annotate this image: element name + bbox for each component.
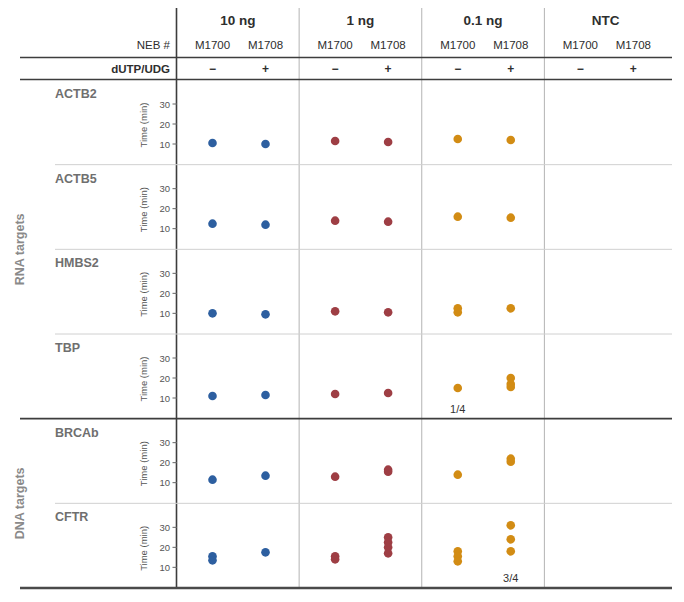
dutp-udg-sign: − bbox=[332, 62, 339, 76]
dutp-udg-sign: + bbox=[630, 62, 637, 76]
data-point bbox=[331, 472, 340, 481]
y-axis-label: Time (min) bbox=[138, 526, 149, 571]
data-point bbox=[384, 389, 393, 398]
dutp-udg-sign: − bbox=[577, 62, 584, 76]
y-tick-label: 10 bbox=[159, 139, 170, 150]
target-label: ACTB2 bbox=[55, 87, 97, 101]
y-axis-label: Time (min) bbox=[138, 356, 149, 401]
sub-col-label: M1700 bbox=[195, 39, 230, 51]
data-point bbox=[453, 212, 462, 221]
sub-col-label: M1708 bbox=[371, 39, 406, 51]
target-label: CFTR bbox=[55, 510, 88, 524]
target-label: ACTB5 bbox=[55, 172, 97, 186]
y-axis-label: Time (min) bbox=[138, 441, 149, 486]
data-point bbox=[208, 392, 217, 401]
data-point bbox=[261, 220, 270, 229]
dot-plot-figure: 10 ng M1700 − M1708 +1 ng M1700 − M1708 +0.1 ng M… bbox=[0, 0, 684, 602]
data-point bbox=[384, 217, 393, 226]
y-tick-label: 30 bbox=[159, 99, 170, 110]
data-point bbox=[331, 307, 340, 316]
data-point bbox=[453, 308, 462, 317]
data-point bbox=[261, 391, 270, 400]
sub-col-label: M1708 bbox=[493, 39, 528, 51]
dutp-udg-sign: − bbox=[209, 62, 216, 76]
data-point bbox=[506, 304, 515, 313]
data-point bbox=[506, 136, 515, 145]
data-point bbox=[384, 549, 393, 558]
target-label: BRCAb bbox=[55, 426, 99, 440]
cell-note: 3/4 bbox=[503, 572, 518, 584]
row-group-label: RNA targets bbox=[13, 213, 27, 285]
dutp-row-label: dUTP/UDG bbox=[111, 63, 170, 75]
data-point bbox=[506, 457, 515, 466]
data-point bbox=[384, 308, 393, 317]
data-point bbox=[384, 467, 393, 476]
y-axis-label: Time (min) bbox=[138, 272, 149, 317]
dutp-udg-sign: − bbox=[454, 62, 461, 76]
y-tick-label: 30 bbox=[159, 437, 170, 448]
data-point bbox=[208, 309, 217, 318]
data-point bbox=[384, 138, 393, 147]
col-group-label: NTC bbox=[592, 13, 620, 28]
y-tick-label: 10 bbox=[159, 477, 170, 488]
figure-canvas: 10 ng M1700 − M1708 +1 ng M1700 − M1708 +0.1 ng M… bbox=[0, 0, 684, 602]
cell-note: 1/4 bbox=[450, 403, 465, 415]
y-tick-label: 20 bbox=[159, 373, 170, 384]
y-tick-label: 30 bbox=[159, 268, 170, 279]
data-point bbox=[208, 219, 217, 228]
dutp-udg-sign: + bbox=[262, 62, 269, 76]
y-tick-label: 30 bbox=[159, 183, 170, 194]
data-point bbox=[506, 521, 515, 530]
data-point bbox=[261, 471, 270, 480]
y-tick-label: 20 bbox=[159, 542, 170, 553]
col-group-label: 1 ng bbox=[347, 13, 375, 28]
sub-col-label: M1708 bbox=[616, 39, 651, 51]
data-point bbox=[506, 535, 515, 544]
sub-col-label: M1700 bbox=[318, 39, 353, 51]
y-tick-label: 20 bbox=[159, 288, 170, 299]
data-point bbox=[261, 140, 270, 149]
row-group-label: DNA targets bbox=[13, 467, 27, 539]
neb-row-label: NEB # bbox=[137, 39, 171, 51]
data-point bbox=[506, 547, 515, 556]
data-point bbox=[506, 213, 515, 222]
dutp-udg-sign: + bbox=[507, 62, 514, 76]
sub-col-label: M1700 bbox=[563, 39, 598, 51]
data-point bbox=[331, 390, 340, 399]
col-group-label: 0.1 ng bbox=[464, 13, 503, 28]
data-point bbox=[331, 137, 340, 146]
data-point bbox=[331, 555, 340, 564]
y-tick-label: 10 bbox=[159, 308, 170, 319]
data-point bbox=[453, 470, 462, 479]
sub-col-label: M1700 bbox=[440, 39, 475, 51]
y-tick-label: 20 bbox=[159, 457, 170, 468]
data-point bbox=[208, 139, 217, 148]
data-point bbox=[208, 475, 217, 484]
data-point bbox=[261, 548, 270, 557]
sub-col-label: M1708 bbox=[248, 39, 283, 51]
data-point bbox=[453, 557, 462, 566]
y-tick-label: 20 bbox=[159, 203, 170, 214]
target-label: HMBS2 bbox=[55, 256, 99, 270]
y-tick-label: 30 bbox=[159, 353, 170, 364]
target-label: TBP bbox=[55, 341, 80, 355]
y-tick-label: 10 bbox=[159, 393, 170, 404]
data-point bbox=[453, 135, 462, 144]
y-axis-label: Time (min) bbox=[138, 102, 149, 147]
data-point bbox=[506, 383, 515, 392]
dutp-udg-sign: + bbox=[385, 62, 392, 76]
y-tick-label: 10 bbox=[159, 223, 170, 234]
data-point bbox=[331, 216, 340, 225]
y-tick-label: 20 bbox=[159, 119, 170, 130]
data-point bbox=[208, 556, 217, 565]
y-tick-label: 30 bbox=[159, 522, 170, 533]
data-point bbox=[453, 384, 462, 393]
data-point bbox=[261, 310, 270, 319]
y-tick-label: 10 bbox=[159, 562, 170, 573]
col-group-label: 10 ng bbox=[220, 13, 255, 28]
y-axis-label: Time (min) bbox=[138, 187, 149, 232]
